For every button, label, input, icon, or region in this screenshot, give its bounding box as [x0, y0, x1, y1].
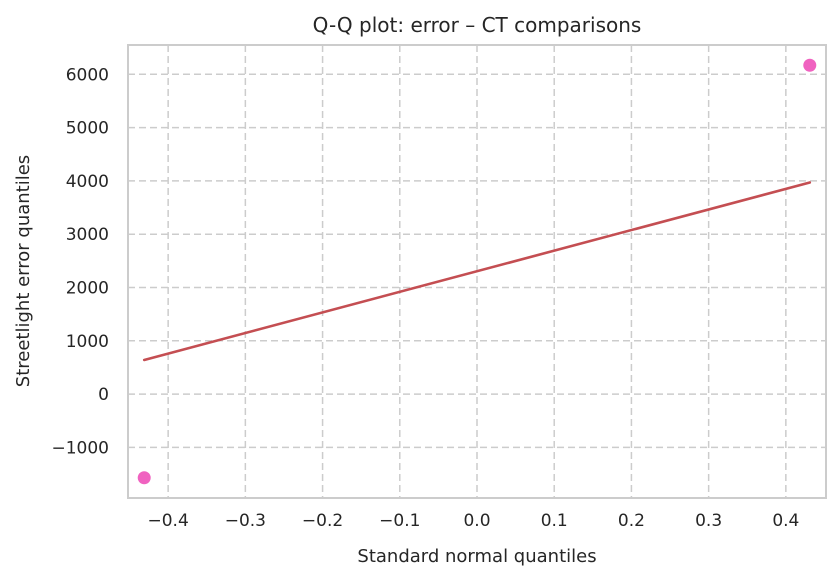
reference-line — [142, 181, 812, 362]
x-axis-label: Standard normal quantiles — [357, 546, 596, 567]
x-tick-label: −0.1 — [379, 511, 420, 531]
y-axis-label: Streetlight error quantiles — [13, 155, 34, 387]
x-tick-label: 0.2 — [618, 511, 645, 531]
y-tick-label: 5000 — [66, 119, 109, 139]
x-tick-label: −0.4 — [148, 511, 189, 531]
data-point — [137, 471, 151, 485]
x-tick-label: 0.4 — [772, 511, 799, 531]
x-tick-label: −0.3 — [225, 511, 266, 531]
y-tick-label: 0 — [98, 385, 109, 405]
y-tick-label: 3000 — [66, 225, 109, 245]
y-tick-label: 1000 — [66, 332, 109, 352]
x-tick-label: 0.1 — [541, 511, 568, 531]
y-tick-label: −1000 — [51, 438, 109, 458]
plot-frame — [127, 44, 827, 499]
points-layer — [137, 58, 817, 485]
data-point — [803, 58, 817, 72]
chart-title: Q-Q plot: error – CT comparisons — [313, 13, 642, 37]
y-tick-label: 4000 — [66, 172, 109, 192]
reference-line-layer — [142, 181, 812, 362]
x-axis-ticks: −0.4 −0.3 −0.2 −0.1 0.0 0.1 0.2 0.3 0.4 — [148, 511, 800, 531]
x-tick-label: 0.0 — [463, 511, 490, 531]
y-tick-label: 2000 — [66, 278, 109, 298]
y-tick-label: 6000 — [66, 65, 109, 85]
grid — [128, 45, 826, 498]
x-tick-label: −0.2 — [302, 511, 343, 531]
y-axis-ticks: −1000 0 1000 2000 3000 4000 5000 6000 — [51, 65, 109, 458]
x-tick-label: 0.3 — [695, 511, 722, 531]
